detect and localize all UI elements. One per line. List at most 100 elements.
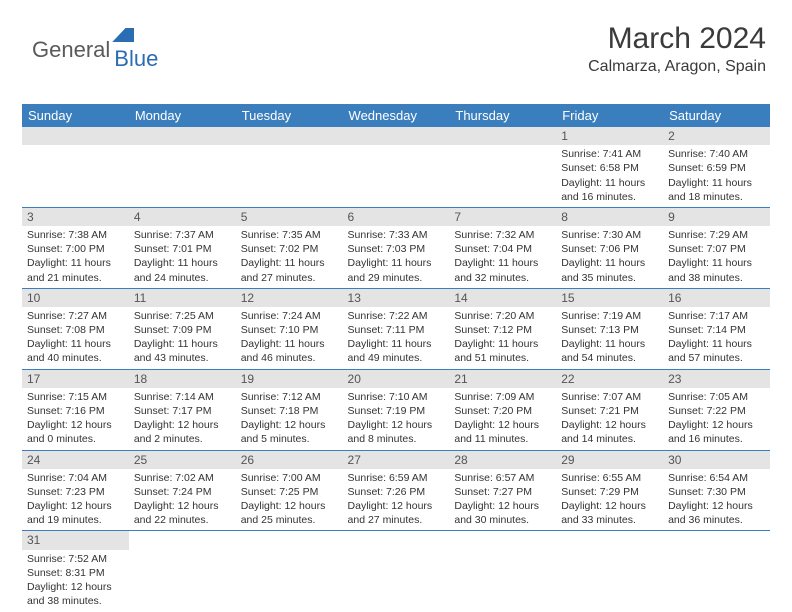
day-number: 15	[556, 289, 663, 307]
sunset-line: Sunset: 7:13 PM	[561, 323, 658, 337]
day-number: 6	[343, 208, 450, 226]
sunrise-line: Sunrise: 7:22 AM	[348, 309, 445, 323]
header: March 2024 Calmarza, Aragon, Spain	[588, 22, 766, 76]
sunrise-line: Sunrise: 7:38 AM	[27, 228, 124, 242]
sunrise-line: Sunrise: 7:17 AM	[668, 309, 765, 323]
weekday-header: Saturday	[663, 104, 770, 127]
logo: General Blue	[32, 28, 158, 72]
sunrise-line: Sunrise: 7:35 AM	[241, 228, 338, 242]
daylight-line: Daylight: 12 hours and 5 minutes.	[241, 418, 338, 446]
day-body: Sunrise: 7:20 AMSunset: 7:12 PMDaylight:…	[449, 307, 556, 369]
day-body: Sunrise: 7:32 AMSunset: 7:04 PMDaylight:…	[449, 226, 556, 288]
calendar-day: 10Sunrise: 7:27 AMSunset: 7:08 PMDayligh…	[22, 288, 129, 369]
sunrise-line: Sunrise: 7:33 AM	[348, 228, 445, 242]
sunrise-line: Sunrise: 7:25 AM	[134, 309, 231, 323]
calendar-day: 5Sunrise: 7:35 AMSunset: 7:02 PMDaylight…	[236, 207, 343, 288]
day-body: Sunrise: 7:19 AMSunset: 7:13 PMDaylight:…	[556, 307, 663, 369]
sunrise-line: Sunrise: 7:12 AM	[241, 390, 338, 404]
sunrise-line: Sunrise: 6:59 AM	[348, 471, 445, 485]
day-number: 16	[663, 289, 770, 307]
day-number: 4	[129, 208, 236, 226]
daylight-line: Daylight: 12 hours and 30 minutes.	[454, 499, 551, 527]
day-body: Sunrise: 7:35 AMSunset: 7:02 PMDaylight:…	[236, 226, 343, 288]
calendar-day: 9Sunrise: 7:29 AMSunset: 7:07 PMDaylight…	[663, 207, 770, 288]
sunset-line: Sunset: 7:02 PM	[241, 242, 338, 256]
day-number: 12	[236, 289, 343, 307]
sunrise-line: Sunrise: 6:54 AM	[668, 471, 765, 485]
sunset-line: Sunset: 7:09 PM	[134, 323, 231, 337]
calendar-day: 17Sunrise: 7:15 AMSunset: 7:16 PMDayligh…	[22, 369, 129, 450]
day-body: Sunrise: 7:22 AMSunset: 7:11 PMDaylight:…	[343, 307, 450, 369]
day-number: 22	[556, 370, 663, 388]
daylight-line: Daylight: 11 hours and 21 minutes.	[27, 256, 124, 284]
weekday-header: Sunday	[22, 104, 129, 127]
sunset-line: Sunset: 7:24 PM	[134, 485, 231, 499]
calendar-day: 27Sunrise: 6:59 AMSunset: 7:26 PMDayligh…	[343, 450, 450, 531]
sunrise-line: Sunrise: 7:04 AM	[27, 471, 124, 485]
weekday-header: Monday	[129, 104, 236, 127]
logo-text-general: General	[32, 37, 110, 63]
sunset-line: Sunset: 7:17 PM	[134, 404, 231, 418]
day-body: Sunrise: 7:15 AMSunset: 7:16 PMDaylight:…	[22, 388, 129, 450]
day-number: 11	[129, 289, 236, 307]
calendar-day: 21Sunrise: 7:09 AMSunset: 7:20 PMDayligh…	[449, 369, 556, 450]
calendar-day: 7Sunrise: 7:32 AMSunset: 7:04 PMDaylight…	[449, 207, 556, 288]
calendar-day: 4 Sunrise: 7:37 AMSunset: 7:01 PMDaylight…	[129, 207, 236, 288]
calendar-empty	[22, 127, 129, 207]
sunrise-line: Sunrise: 7:15 AM	[27, 390, 124, 404]
calendar-day: 26Sunrise: 7:00 AMSunset: 7:25 PMDayligh…	[236, 450, 343, 531]
day-body: Sunrise: 7:02 AMSunset: 7:24 PMDaylight:…	[129, 469, 236, 531]
daylight-line: Daylight: 12 hours and 2 minutes.	[134, 418, 231, 446]
sunrise-line: Sunrise: 7:37 AM	[134, 228, 231, 242]
calendar-day: 22Sunrise: 7:07 AMSunset: 7:21 PMDayligh…	[556, 369, 663, 450]
day-body: Sunrise: 7:04 AMSunset: 7:23 PMDaylight:…	[22, 469, 129, 531]
sunset-line: Sunset: 6:59 PM	[668, 161, 765, 175]
day-body: Sunrise: 7:33 AMSunset: 7:03 PMDaylight:…	[343, 226, 450, 288]
day-number: 31	[22, 531, 129, 549]
sunrise-line: Sunrise: 7:40 AM	[668, 147, 765, 161]
calendar-row: 1Sunrise: 7:41 AMSunset: 6:58 PMDaylight…	[22, 127, 770, 207]
sunset-line: Sunset: 7:06 PM	[561, 242, 658, 256]
calendar-day: 12Sunrise: 7:24 AMSunset: 7:10 PMDayligh…	[236, 288, 343, 369]
daylight-line: Daylight: 11 hours and 43 minutes.	[134, 337, 231, 365]
calendar-day: 14Sunrise: 7:20 AMSunset: 7:12 PMDayligh…	[449, 288, 556, 369]
sunrise-line: Sunrise: 7:32 AM	[454, 228, 551, 242]
sunset-line: Sunset: 7:10 PM	[241, 323, 338, 337]
day-body: Sunrise: 7:29 AMSunset: 7:07 PMDaylight:…	[663, 226, 770, 288]
sunset-line: Sunset: 7:00 PM	[27, 242, 124, 256]
calendar-empty	[556, 531, 663, 611]
day-number: 23	[663, 370, 770, 388]
day-body: Sunrise: 7:41 AMSunset: 6:58 PMDaylight:…	[556, 145, 663, 207]
sunset-line: Sunset: 7:23 PM	[27, 485, 124, 499]
calendar-day: 20Sunrise: 7:10 AMSunset: 7:19 PMDayligh…	[343, 369, 450, 450]
sunset-line: Sunset: 7:01 PM	[134, 242, 231, 256]
calendar-day: 8Sunrise: 7:30 AMSunset: 7:06 PMDaylight…	[556, 207, 663, 288]
day-body: Sunrise: 7:12 AMSunset: 7:18 PMDaylight:…	[236, 388, 343, 450]
day-number: 21	[449, 370, 556, 388]
daylight-line: Daylight: 11 hours and 24 minutes.	[134, 256, 231, 284]
day-body: Sunrise: 7:10 AMSunset: 7:19 PMDaylight:…	[343, 388, 450, 450]
day-body: Sunrise: 7:05 AMSunset: 7:22 PMDaylight:…	[663, 388, 770, 450]
calendar-day: 16Sunrise: 7:17 AMSunset: 7:14 PMDayligh…	[663, 288, 770, 369]
sunset-line: Sunset: 7:29 PM	[561, 485, 658, 499]
calendar-empty	[449, 127, 556, 207]
calendar-day: 24Sunrise: 7:04 AMSunset: 7:23 PMDayligh…	[22, 450, 129, 531]
sunset-line: Sunset: 8:31 PM	[27, 566, 124, 580]
calendar-row: 3Sunrise: 7:38 AMSunset: 7:00 PMDaylight…	[22, 207, 770, 288]
day-body: Sunrise: 7:25 AMSunset: 7:09 PMDaylight:…	[129, 307, 236, 369]
calendar-day: 18Sunrise: 7:14 AMSunset: 7:17 PMDayligh…	[129, 369, 236, 450]
day-number: 8	[556, 208, 663, 226]
sunrise-line: Sunrise: 7:41 AM	[561, 147, 658, 161]
sunset-line: Sunset: 7:07 PM	[668, 242, 765, 256]
daylight-line: Daylight: 11 hours and 46 minutes.	[241, 337, 338, 365]
sunrise-line: Sunrise: 6:57 AM	[454, 471, 551, 485]
sunset-line: Sunset: 7:26 PM	[348, 485, 445, 499]
day-number: 29	[556, 451, 663, 469]
day-body: Sunrise: 7:52 AMSunset: 8:31 PMDaylight:…	[22, 550, 129, 612]
calendar-day: 31Sunrise: 7:52 AMSunset: 8:31 PMDayligh…	[22, 531, 129, 611]
calendar-day: 19Sunrise: 7:12 AMSunset: 7:18 PMDayligh…	[236, 369, 343, 450]
calendar-empty	[449, 531, 556, 611]
daylight-line: Daylight: 11 hours and 16 minutes.	[561, 176, 658, 204]
day-number: 5	[236, 208, 343, 226]
sunrise-line: Sunrise: 7:52 AM	[27, 552, 124, 566]
